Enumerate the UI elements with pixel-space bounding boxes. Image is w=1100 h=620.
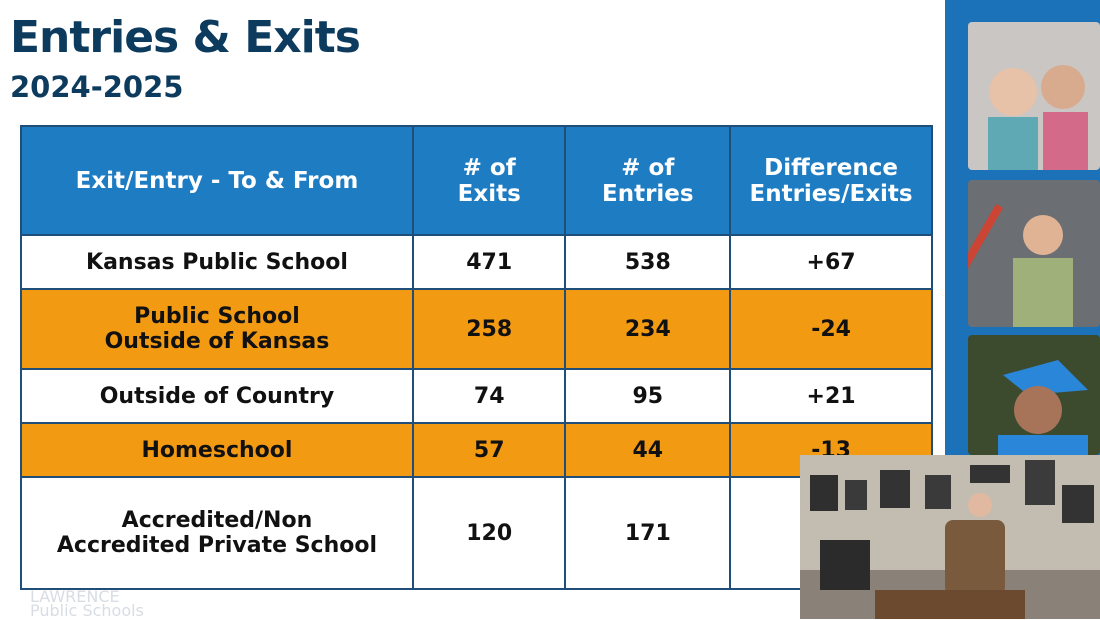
table-row: Accredited/Non Accredited Private School… — [20, 476, 933, 590]
cell: 74 — [411, 368, 567, 424]
entries-exits-table: Exit/Entry - To & From # of Exits # of Ent… — [20, 125, 933, 590]
photo — [968, 22, 1100, 170]
cell: +21 — [729, 368, 933, 424]
photo — [968, 335, 1100, 455]
cell: -24 — [729, 288, 933, 370]
header-row: Exit/Entry - To & From # of Exits # of Ent… — [20, 125, 933, 236]
cell: 95 — [564, 368, 732, 424]
subtitle: 2024-2025 — [10, 70, 184, 104]
row-label: Accredited/Non Accredited Private School — [20, 476, 414, 590]
cell: 44 — [564, 422, 732, 478]
row-label: Public School Outside of Kansas — [20, 288, 414, 370]
table-row: Kansas Public School 471 538 +67 — [20, 234, 933, 290]
column-header: # of Exits — [411, 125, 567, 236]
photo — [968, 180, 1100, 327]
cell: 171 — [564, 476, 732, 590]
row-label: Kansas Public School — [20, 234, 414, 290]
cell: 57 — [411, 422, 567, 478]
title: Entries & Exits — [10, 12, 361, 63]
cell: 120 — [411, 476, 567, 590]
table-row: Outside of Country 74 95 +21 — [20, 368, 933, 424]
column-header: Exit/Entry - To & From — [20, 125, 414, 236]
column-header: # of Entries — [564, 125, 732, 236]
table-row: Homeschool 57 44 -13 — [20, 422, 933, 478]
row-label: Outside of Country — [20, 368, 414, 424]
cell: 538 — [564, 234, 732, 290]
table-row: Public School Outside of Kansas 258 234 -24 — [20, 288, 933, 370]
row-label: Homeschool — [20, 422, 414, 478]
cell: 471 — [411, 234, 567, 290]
cell: 234 — [564, 288, 732, 370]
logo: LAWRENCE Public Schools — [30, 587, 144, 620]
video-overlay — [800, 455, 1100, 619]
cell: +67 — [729, 234, 933, 290]
cell: 258 — [411, 288, 567, 370]
column-header: Difference Entries/Exits — [729, 125, 933, 236]
